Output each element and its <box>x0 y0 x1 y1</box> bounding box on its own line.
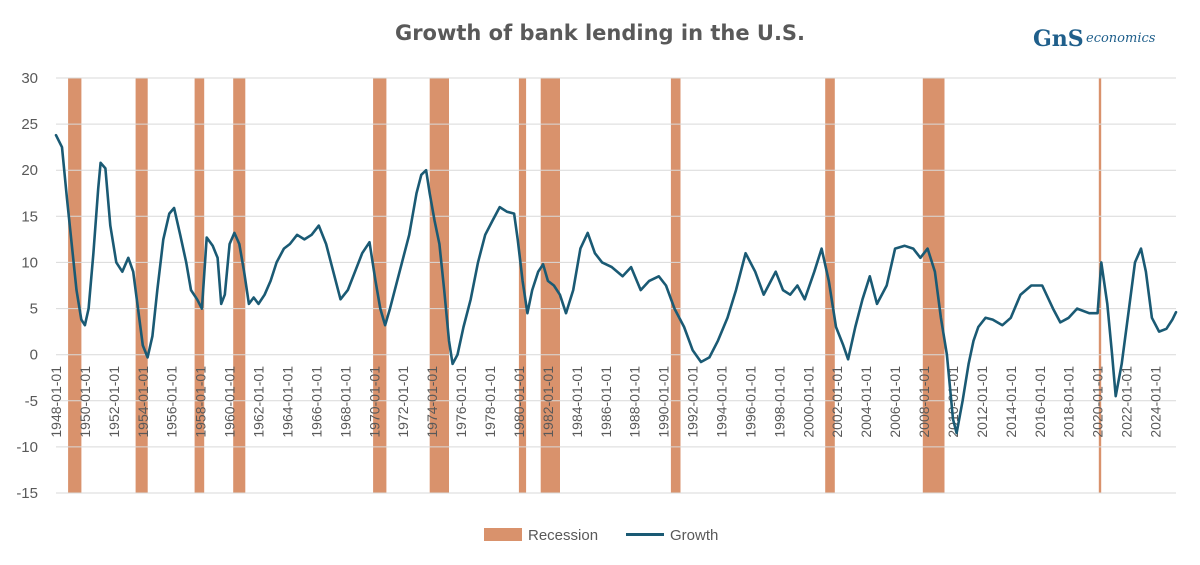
x-tick-label: 1954-01-01 <box>135 366 151 438</box>
gridlines <box>56 77 1176 494</box>
recession-band <box>922 78 945 493</box>
x-tick-label: 2012-01-01 <box>974 366 990 438</box>
x-tick-label: 1992-01-01 <box>685 366 701 438</box>
growth-series <box>54 133 1178 435</box>
x-tick-label: 1958-01-01 <box>193 366 209 438</box>
x-tick-label: 2002-01-01 <box>829 366 845 438</box>
x-tick-label: 1998-01-01 <box>771 366 787 438</box>
x-tick-label: 1976-01-01 <box>453 366 469 438</box>
x-tick-label: 1962-01-01 <box>251 366 267 438</box>
x-tick-label: 1968-01-01 <box>337 366 353 438</box>
x-tick-label: 2016-01-01 <box>1032 366 1048 438</box>
recession-band <box>670 78 681 493</box>
legend: Recession Growth <box>484 527 718 544</box>
x-tick-label: 1966-01-01 <box>308 366 324 438</box>
recession-band <box>194 78 205 493</box>
logo-mark: GnS <box>1033 26 1084 52</box>
recession-band <box>135 78 148 493</box>
x-tick-label: 1986-01-01 <box>598 366 614 438</box>
y-tick-label: 0 <box>30 347 38 364</box>
recession-band <box>233 78 246 493</box>
x-tick-label: 1956-01-01 <box>164 366 180 438</box>
x-tick-label: 1980-01-01 <box>511 366 527 438</box>
logo: GnS economics <box>1033 26 1156 52</box>
x-tick-label: 1950-01-01 <box>77 366 93 438</box>
recession-band <box>540 78 560 493</box>
x-tick-label: 1952-01-01 <box>106 366 122 438</box>
x-tick-label: 1984-01-01 <box>569 366 585 438</box>
logo-text: economics <box>1086 31 1156 46</box>
legend-recession-label: Recession <box>528 527 598 544</box>
recession-band <box>429 78 449 493</box>
x-tick-label: 1988-01-01 <box>627 366 643 438</box>
y-tick-label: 25 <box>21 116 38 133</box>
x-tick-label: 1990-01-01 <box>656 366 672 438</box>
chart-title: Growth of bank lending in the U.S. <box>395 21 805 45</box>
y-tick-label: -15 <box>16 485 38 502</box>
x-tick-label: 1996-01-01 <box>742 366 758 438</box>
x-tick-label: 2006-01-01 <box>887 366 903 438</box>
x-tick-label: 2000-01-01 <box>800 366 816 438</box>
x-tick-label: 1982-01-01 <box>540 366 556 438</box>
y-tick-label: 10 <box>21 254 38 271</box>
y-tick-label: -10 <box>16 439 38 456</box>
x-tick-label: 1948-01-01 <box>48 366 64 438</box>
y-tick-label: 20 <box>21 162 38 179</box>
x-tick-label: 2022-01-01 <box>1119 366 1135 438</box>
y-axis: -15 -10 -5 0 5 10 15 20 25 30 <box>16 70 38 502</box>
growth-line <box>54 133 1178 435</box>
x-tick-label: 2018-01-01 <box>1061 366 1077 438</box>
x-tick-label: 2024-01-01 <box>1148 366 1164 438</box>
y-tick-label: 30 <box>21 70 38 87</box>
x-tick-label: 1974-01-01 <box>424 366 440 438</box>
x-tick-label: 1972-01-01 <box>395 366 411 438</box>
x-tick-label: 1978-01-01 <box>482 366 498 438</box>
x-tick-label: 1994-01-01 <box>714 366 730 438</box>
y-tick-label: -5 <box>25 393 38 410</box>
x-tick-label: 1960-01-01 <box>222 366 238 438</box>
x-tick-label: 2020-01-01 <box>1090 366 1106 438</box>
y-tick-label: 15 <box>21 208 38 225</box>
recession-band <box>373 78 387 493</box>
x-tick-label: 2008-01-01 <box>916 366 932 438</box>
x-tick-label: 1970-01-01 <box>366 366 382 438</box>
x-tick-label: 2014-01-01 <box>1003 366 1019 438</box>
legend-growth-label: Growth <box>670 527 718 544</box>
legend-recession-swatch <box>484 528 522 541</box>
x-tick-label: 2004-01-01 <box>858 366 874 438</box>
x-axis: 1948-01-01 1950-01-01 1952-01-01 1954-01-01… <box>48 366 1164 438</box>
y-tick-label: 5 <box>30 301 38 318</box>
x-tick-label: 1964-01-01 <box>280 366 296 438</box>
